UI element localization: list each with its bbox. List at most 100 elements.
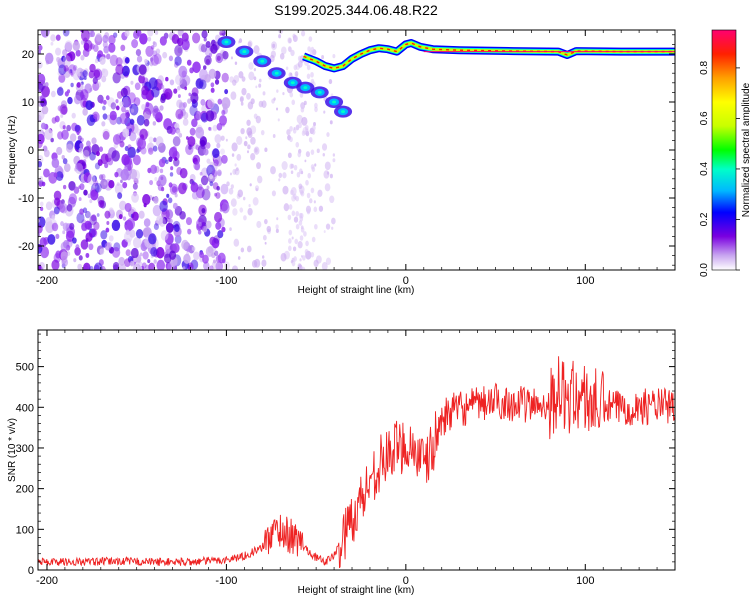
noise-blob bbox=[247, 207, 253, 216]
noise-blob bbox=[246, 92, 251, 100]
noise-blob bbox=[276, 89, 279, 93]
noise-blob bbox=[228, 187, 234, 195]
noise-blob bbox=[216, 123, 223, 131]
x-tick-label: -100 bbox=[215, 275, 237, 287]
noise-blob bbox=[243, 215, 247, 221]
noise-blob bbox=[89, 214, 98, 226]
noise-blob bbox=[111, 246, 121, 258]
noise-blob bbox=[328, 79, 333, 85]
noise-blob bbox=[170, 166, 174, 171]
noise-blob bbox=[82, 94, 86, 99]
noise-blob bbox=[82, 149, 90, 159]
y-tick-label: -20 bbox=[18, 241, 34, 253]
noise-blob bbox=[190, 182, 199, 193]
noise-blob bbox=[314, 163, 317, 167]
noise-blob bbox=[301, 130, 306, 136]
noise-blob bbox=[50, 90, 56, 98]
noise-blob bbox=[171, 186, 177, 193]
noise-blob bbox=[89, 32, 93, 38]
noise-blob bbox=[214, 192, 217, 197]
noise-blob bbox=[98, 146, 104, 152]
y-tick-label: 0 bbox=[28, 145, 34, 157]
noise-blob bbox=[200, 44, 208, 53]
noise-blob bbox=[136, 148, 140, 154]
noise-blob bbox=[232, 168, 237, 175]
noise-blob bbox=[169, 126, 176, 135]
noise-blob bbox=[159, 200, 168, 212]
noise-blob bbox=[179, 101, 183, 107]
noise-blob bbox=[62, 30, 70, 37]
noise-blob bbox=[136, 55, 143, 63]
noise-blob bbox=[240, 128, 245, 135]
noise-blob bbox=[51, 259, 60, 270]
noise-blob bbox=[221, 109, 226, 116]
noise-blob bbox=[101, 68, 109, 78]
spectrogram-y-axis-label: Frequency (Hz) bbox=[7, 116, 18, 185]
noise-blob bbox=[40, 246, 50, 259]
noise-blob bbox=[159, 36, 167, 46]
noise-blob bbox=[324, 183, 331, 192]
noise-blob bbox=[189, 105, 198, 117]
noise-blob bbox=[229, 172, 232, 176]
noise-blob bbox=[229, 76, 234, 83]
noise-blob bbox=[195, 126, 205, 139]
noise-blob bbox=[80, 89, 89, 101]
noise-blob bbox=[165, 222, 174, 233]
noise-blob bbox=[219, 115, 227, 126]
noise-blob bbox=[120, 87, 128, 98]
noise-blob bbox=[181, 239, 189, 250]
noise-blob bbox=[51, 214, 56, 220]
noise-blob bbox=[94, 58, 99, 64]
noise-blob bbox=[60, 113, 64, 118]
noise-blob bbox=[209, 174, 214, 180]
noise-blob bbox=[200, 139, 206, 147]
noise-blob bbox=[204, 55, 212, 66]
noise-blob bbox=[147, 259, 151, 264]
noise-blob bbox=[221, 202, 230, 214]
noise-blob bbox=[208, 126, 212, 132]
noise-blob bbox=[121, 106, 126, 113]
noise-blob bbox=[283, 203, 290, 212]
noise-blob bbox=[237, 189, 244, 198]
noise-blob bbox=[205, 246, 214, 257]
noise-blob bbox=[153, 53, 162, 65]
noise-blob bbox=[207, 98, 215, 109]
noise-blob bbox=[108, 34, 116, 45]
noise-blob bbox=[79, 208, 84, 215]
y-tick-label: 10 bbox=[22, 97, 34, 109]
noise-blob bbox=[262, 234, 267, 241]
noise-blob bbox=[55, 47, 62, 56]
noise-blob bbox=[62, 230, 66, 235]
noise-blob bbox=[61, 199, 65, 205]
noise-blob bbox=[129, 103, 139, 116]
noise-blob bbox=[74, 162, 84, 174]
noise-blob bbox=[148, 146, 154, 153]
noise-blob bbox=[88, 243, 94, 251]
noise-blob bbox=[71, 112, 76, 119]
noise-blob bbox=[210, 87, 215, 93]
noise-blob bbox=[80, 55, 85, 61]
noise-blob bbox=[321, 261, 328, 270]
noise-blob bbox=[186, 59, 192, 66]
noise-blob bbox=[147, 30, 154, 37]
noise-blob bbox=[102, 113, 108, 120]
noise-blob bbox=[256, 220, 262, 229]
noise-blob bbox=[235, 167, 239, 172]
noise-blob bbox=[116, 182, 120, 186]
noise-blob bbox=[43, 149, 50, 158]
snr-frame bbox=[37, 329, 676, 571]
noise-blob bbox=[102, 105, 106, 111]
noise-blob bbox=[159, 105, 164, 111]
noise-blob bbox=[93, 179, 99, 187]
noise-blob bbox=[40, 122, 46, 130]
noise-blob bbox=[212, 124, 218, 132]
noise-blob bbox=[254, 258, 261, 268]
noise-blob bbox=[246, 127, 253, 136]
snr-background bbox=[38, 330, 675, 570]
noise-blob bbox=[184, 86, 188, 91]
track-blob-peak bbox=[341, 110, 346, 114]
noise-blob bbox=[80, 239, 89, 250]
noise-blob bbox=[221, 154, 228, 164]
noise-blob bbox=[56, 56, 61, 63]
noise-blob bbox=[282, 172, 287, 179]
